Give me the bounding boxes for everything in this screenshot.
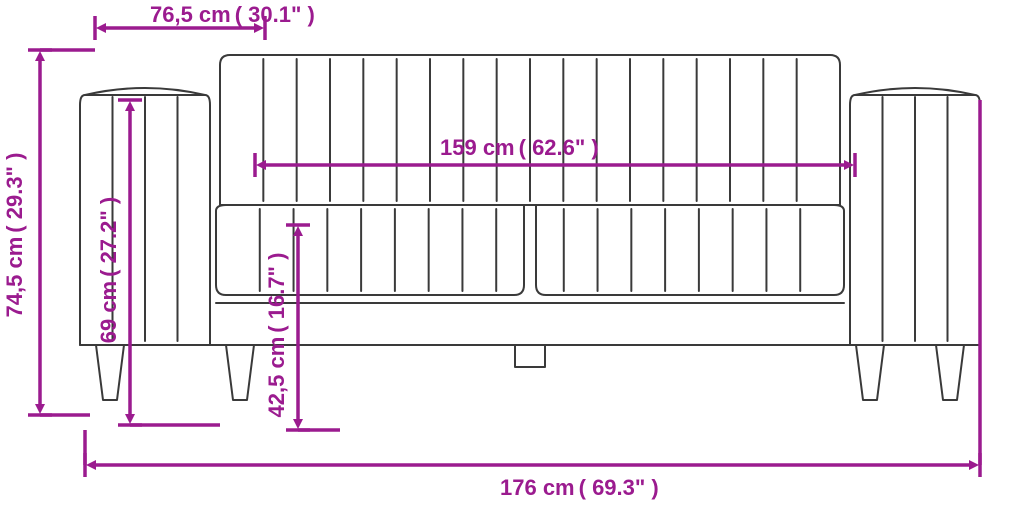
- dimension-depth-label: 76,5 cm( 30.1" ): [150, 2, 315, 27]
- dimension-height-label: 74,5 cm( 29.3" ): [2, 153, 27, 318]
- dimension-inner_w: 159 cm( 62.6" ): [255, 135, 855, 177]
- dimension-seat_h-label: 42,5 cm( 16.7" ): [264, 253, 289, 418]
- dimension-depth: 76,5 cm( 30.1" ): [95, 2, 315, 40]
- dimensions: 76,5 cm( 30.1" ) 74,5 cm( 29.3" ) 69 cm( 2…: [2, 2, 980, 500]
- dimension-height: 74,5 cm( 29.3" ): [2, 50, 52, 415]
- dimension-inner_w-label: 159 cm( 62.6" ): [440, 135, 599, 160]
- dimension-width: 176 cm( 69.3" ): [85, 453, 980, 500]
- sofa-illustration: [80, 55, 980, 400]
- dimension-arm_h: 69 cm( 27.2" ): [96, 100, 142, 425]
- dimension-arm_h-label: 69 cm( 27.2" ): [96, 197, 121, 344]
- dimension-seat_h: 42,5 cm( 16.7" ): [264, 225, 310, 430]
- dimension-width-label: 176 cm( 69.3" ): [500, 475, 659, 500]
